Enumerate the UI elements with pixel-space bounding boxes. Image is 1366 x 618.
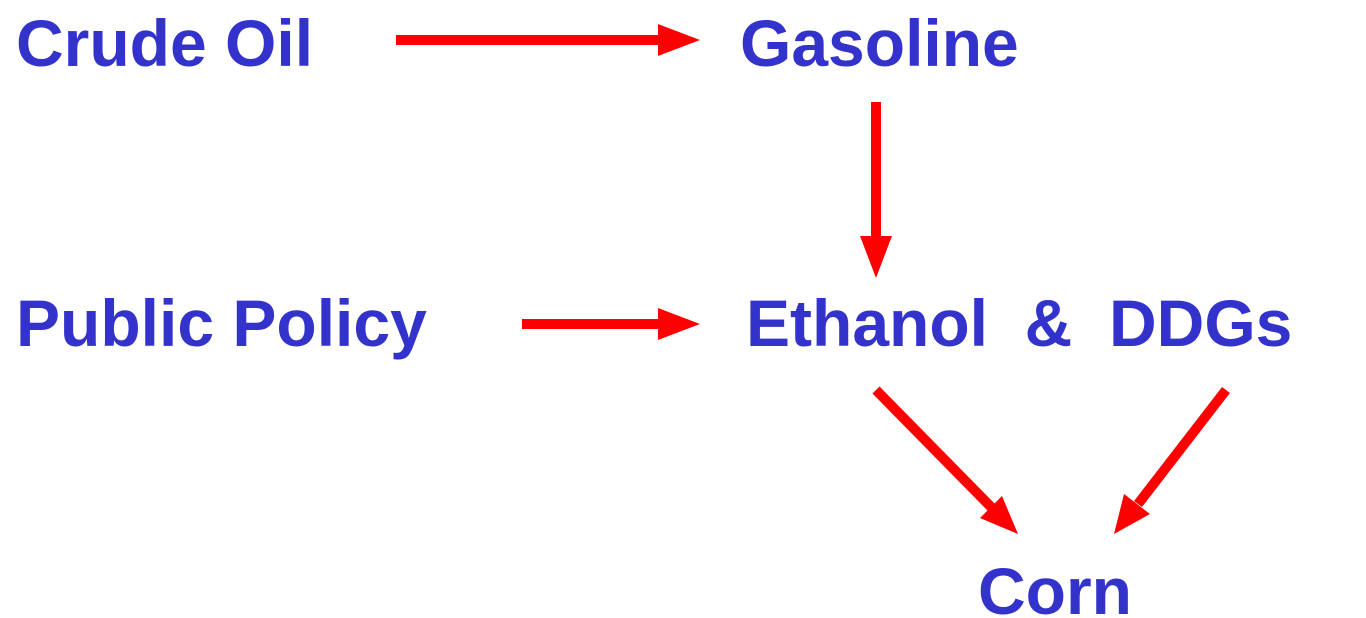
arrow — [1114, 386, 1230, 534]
node-label: Crude Oil — [16, 6, 313, 80]
node-label: Public Policy — [16, 286, 427, 360]
arrow — [522, 308, 700, 340]
arrow — [396, 24, 700, 56]
node-label: Corn — [978, 554, 1132, 618]
node-label: Gasoline — [740, 6, 1019, 80]
arrow — [860, 102, 892, 278]
node-label: Ethanol & DDGs — [746, 286, 1292, 360]
arrow — [872, 386, 1018, 534]
